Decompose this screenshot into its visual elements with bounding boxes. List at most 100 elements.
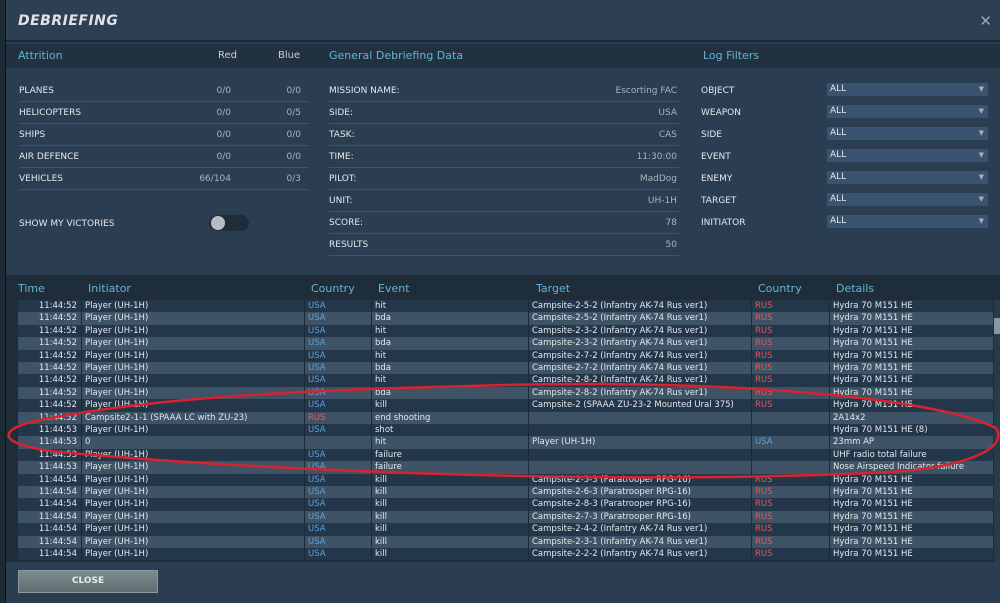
cell-details: Hydra 70 M151 HE	[829, 362, 993, 375]
cell-country	[304, 436, 371, 449]
cell-initiator: Player (UH-1H)	[81, 523, 304, 536]
cell-time: 11:44:52	[38, 325, 77, 336]
general-data-value: Escorting FAC	[615, 85, 677, 96]
col-target[interactable]: Target	[536, 282, 571, 295]
col-event[interactable]: Event	[378, 282, 410, 295]
cell-target-country: RUS	[751, 498, 829, 511]
cell-target: Campsite-2-3-2 (Infantry AK-74 Rus ver1)	[528, 324, 751, 338]
cell-country: USA	[304, 362, 371, 375]
cell-initiator: Player (UH-1H)	[81, 300, 304, 313]
filter-label: SIDE	[701, 130, 722, 140]
table-row[interactable]: 11:44:54 Player (UH-1H) USA kill Campsite-2-…	[18, 498, 993, 511]
general-data-row: MISSION NAME: Escorting FAC	[329, 80, 679, 102]
general-data-label: SIDE:	[329, 107, 354, 118]
filter-label: TARGET	[701, 196, 737, 206]
close-icon[interactable]: ✕	[979, 12, 992, 30]
table-row[interactable]: 11:44:52 Player (UH-1H) USA hit Campsite-2-5…	[18, 300, 993, 313]
filter-label: ENEMY	[701, 174, 733, 184]
table-row[interactable]: 11:44:52 Campsite2-1-1 (SPAAA LC with ZU-…	[18, 411, 993, 424]
table-row[interactable]: 11:44:54 Player (UH-1H) USA kill Campsite-2-…	[18, 473, 993, 486]
table-row[interactable]: 11:44:52 Player (UH-1H) USA bda Campsite-2-3…	[18, 337, 993, 350]
table-row[interactable]: 11:44:54 Player (UH-1H) USA kill Campsite-2-…	[18, 548, 993, 561]
cell-target-country	[751, 461, 829, 474]
cell-target-country: RUS	[751, 535, 829, 548]
attrition-heading: Attrition	[18, 49, 63, 62]
cell-target: Campsite-2-5-2 (Infantry AK-74 Rus ver1)	[528, 300, 751, 313]
table-row[interactable]: 11:44:54 Player (UH-1H) USA kill Campsite-2-…	[18, 523, 993, 536]
cell-initiator: Player (UH-1H)	[81, 473, 304, 486]
attrition-row: AIR DEFENCE 0/0 0/0	[19, 146, 309, 168]
filter-enemy-dropdown[interactable]: ALL ▼	[826, 170, 989, 185]
table-row[interactable]: 11:44:52 Player (UH-1H) USA bda Campsite-2-5…	[18, 312, 993, 325]
blue-value: 0/0	[286, 85, 301, 96]
filter-weapon-dropdown[interactable]: ALL ▼	[826, 104, 989, 119]
table-row[interactable]: 11:44:53 Player (UH-1H) USA shot Hydra 70 M1…	[18, 424, 993, 437]
log-scrollbar[interactable]	[994, 300, 1000, 562]
general-data-value: UH-1H	[647, 195, 677, 206]
filter-side-dropdown[interactable]: ALL ▼	[826, 126, 989, 141]
table-row[interactable]: 11:44:52 Player (UH-1H) USA hit Campsite-2-8…	[18, 374, 993, 387]
general-data-value: 50	[665, 239, 677, 250]
close-button[interactable]: CLOSE	[18, 570, 158, 593]
cell-event: kill	[371, 399, 528, 412]
table-row[interactable]: 11:44:54 Player (UH-1H) USA kill Campsite-2-…	[18, 535, 993, 548]
blue-value: 0/3	[286, 173, 301, 184]
table-row[interactable]: 11:44:52 Player (UH-1H) USA bda Campsite-2-7…	[18, 362, 993, 375]
filter-event-dropdown[interactable]: ALL ▼	[826, 148, 989, 163]
table-row[interactable]: 11:44:54 Player (UH-1H) USA kill Campsite-2-…	[18, 510, 993, 524]
general-data-row: TASK: CAS	[329, 124, 679, 146]
col-country[interactable]: Country	[311, 282, 355, 295]
cell-event: kill	[371, 486, 528, 499]
table-row[interactable]: 11:44:54 Player (UH-1H) USA kill Campsite-2-…	[18, 486, 993, 499]
table-row[interactable]: 11:44:52 Player (UH-1H) USA hit Campsite-2-7…	[18, 349, 993, 362]
table-row[interactable]: 11:44:52 Player (UH-1H) USA bda Campsite-2-8…	[18, 386, 993, 400]
cell-target-country	[751, 411, 829, 424]
scrollbar-thumb[interactable]	[994, 318, 1000, 334]
show-victories-toggle[interactable]	[209, 215, 249, 231]
table-row[interactable]: 11:44:53 0 hit Player (UH-1H) USA 23mm AP	[18, 436, 993, 449]
cell-event: shot	[371, 424, 528, 437]
blue-value: 0/5	[286, 107, 301, 118]
cell-time: 11:44:54	[38, 474, 77, 485]
cell-country: USA	[304, 535, 371, 548]
col-target-country[interactable]: Country	[758, 282, 802, 295]
filter-initiator-dropdown[interactable]: ALL ▼	[826, 214, 989, 229]
general-data-label: MISSION NAME:	[329, 85, 400, 96]
chevron-down-icon: ▼	[978, 217, 984, 225]
red-value: 0/0	[216, 85, 231, 96]
chevron-down-icon: ▼	[978, 151, 984, 159]
cell-country: USA	[304, 337, 371, 350]
filter-value: ALL	[830, 128, 847, 138]
cell-time: 11:44:54	[38, 549, 77, 559]
table-row[interactable]: 11:44:52 Player (UH-1H) USA kill Campsite-2 …	[18, 399, 993, 412]
cell-target-country: RUS	[751, 486, 829, 499]
cell-target: Campsite-2-6-3 (Paratrooper RPG-16)	[528, 486, 751, 499]
cell-initiator: Player (UH-1H)	[81, 448, 304, 462]
red-value: 0/0	[216, 107, 231, 118]
general-data-label: TASK:	[329, 129, 355, 140]
cell-target-country: RUS	[751, 349, 829, 362]
table-row[interactable]: 11:44:52 Player (UH-1H) USA hit Campsite-2-3…	[18, 324, 993, 338]
table-row[interactable]: 11:44:53 Player (UH-1H) USA failure Nose Air…	[18, 461, 993, 474]
red-value: 0/0	[216, 151, 231, 162]
cell-details: Hydra 70 M151 HE	[829, 349, 993, 362]
section-header-bar	[6, 44, 1000, 68]
cell-target: Player (UH-1H)	[528, 436, 751, 449]
cell-details: UHF radio total failure	[829, 448, 993, 462]
cell-target: Campsite-2-8-3 (Paratrooper RPG-16)	[528, 498, 751, 511]
col-initiator[interactable]: Initiator	[88, 282, 131, 295]
col-details[interactable]: Details	[836, 282, 875, 295]
cell-target-country: RUS	[751, 548, 829, 561]
cell-time: 11:44:52	[38, 338, 77, 349]
cell-event: bda	[371, 386, 528, 400]
cell-details: 2A14x2	[829, 411, 993, 424]
blue-value: 0/0	[286, 151, 301, 162]
filter-object-dropdown[interactable]: ALL ▼	[826, 82, 989, 97]
cell-initiator: Player (UH-1H)	[81, 486, 304, 499]
cell-initiator: Player (UH-1H)	[81, 461, 304, 474]
cell-event: kill	[371, 498, 528, 511]
table-row[interactable]: 11:44:53 Player (UH-1H) USA failure UHF radi…	[18, 448, 993, 462]
filter-target-dropdown[interactable]: ALL ▼	[826, 192, 989, 207]
cell-country: USA	[304, 374, 371, 387]
col-time[interactable]: Time	[18, 282, 45, 295]
